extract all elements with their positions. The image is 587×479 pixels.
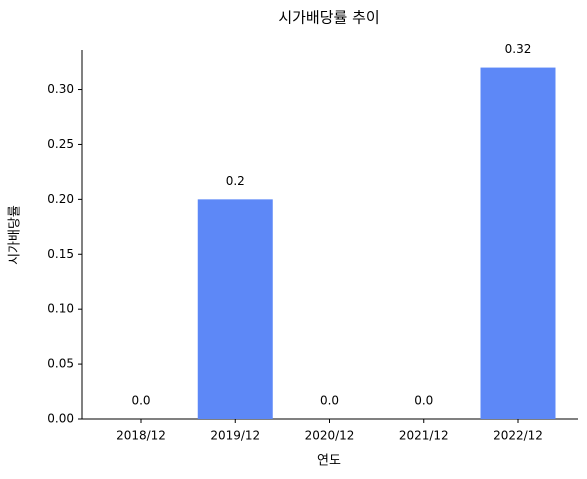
value-label: 0.0 [320, 394, 339, 408]
y-tick-label: 0.15 [47, 247, 74, 261]
value-label: 0.0 [131, 394, 150, 408]
y-axis-label: 시가배당률 [8, 205, 23, 265]
bar [197, 199, 273, 419]
y-tick-label: 0.25 [47, 137, 74, 151]
x-tick-label: 2022/12 [493, 429, 543, 443]
x-tick-label: 2019/12 [210, 429, 260, 443]
bar [480, 67, 556, 420]
value-label: 0.0 [414, 394, 433, 408]
y-tick-label: 0.30 [47, 82, 74, 96]
value-label: 0.32 [505, 42, 532, 56]
value-label: 0.2 [226, 174, 245, 188]
x-tick-label: 2020/12 [305, 429, 355, 443]
x-tick-label: 2021/12 [399, 429, 449, 443]
y-tick-label: 0.20 [47, 192, 74, 206]
y-tick-label: 0.05 [47, 357, 74, 371]
y-tick-label: 0.00 [47, 412, 74, 426]
x-axis-label: 연도 [317, 454, 341, 469]
chart-title: 시가배당률 추이 [278, 9, 379, 27]
x-tick-label: 2018/12 [116, 429, 166, 443]
y-tick-label: 0.10 [47, 302, 74, 316]
